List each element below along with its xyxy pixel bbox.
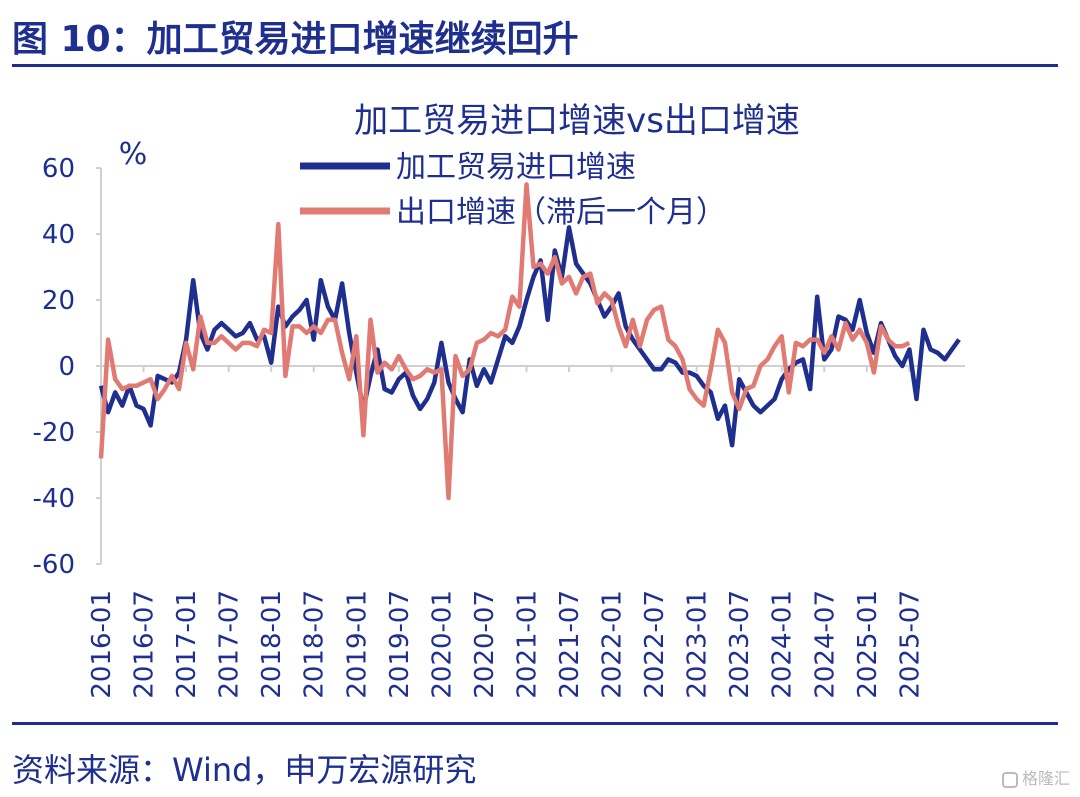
x-tick-label: 2018-01: [257, 590, 287, 699]
figure-title: 图 10：加工贸易进口增速继续回升: [12, 19, 579, 60]
x-tick-label: 2017-01: [172, 590, 202, 699]
x-tick-label: 2019-07: [385, 590, 415, 699]
series-line-processing-imports: [98, 225, 961, 448]
watermark: 格隆汇: [1001, 765, 1070, 789]
x-tick-label: 2019-01: [342, 590, 372, 699]
series-line-exports-lagged: [98, 182, 911, 501]
x-tick-label: 2020-01: [427, 590, 457, 699]
x-tick-label: 2023-01: [683, 590, 713, 699]
x-tick-label: 2025-07: [895, 590, 925, 699]
y-tick-label: 40: [42, 220, 75, 250]
legend: 加工贸易进口增速 出口增速（滞后一个月）: [300, 150, 726, 230]
x-tick-label: 2018-07: [300, 590, 330, 699]
watermark-text: 格隆汇: [1021, 769, 1070, 788]
y-unit-label: %: [119, 137, 148, 172]
watermark-logo-icon: [1001, 771, 1018, 788]
x-tick-label: 2016-01: [87, 590, 117, 699]
top-rule: [12, 64, 1058, 67]
legend-label-exports-lagged: 出口增速（滞后一个月）: [396, 195, 726, 230]
x-tick-label: 2024-01: [768, 590, 798, 699]
axes: 60 40 20 0 -20 -40 -60 2016-01 2016-07 2017-01 201…: [33, 154, 965, 699]
x-tick-label: 2022-07: [640, 590, 670, 699]
legend-label-processing-imports: 加工贸易进口增速: [396, 150, 636, 185]
series-layer: [98, 182, 961, 501]
y-tick-label: -20: [33, 418, 75, 448]
x-tick-label: 2020-07: [470, 590, 500, 699]
x-tick-label: 2024-07: [810, 590, 840, 699]
x-tick-label: 2017-07: [215, 590, 245, 699]
y-tick-label: -40: [33, 484, 75, 514]
x-tick-label: 2016-07: [130, 590, 160, 699]
source-note: 资料来源：Wind，申万宏源研究: [12, 751, 477, 789]
x-tick-label: 2023-07: [725, 590, 755, 699]
y-tick-label: 0: [58, 352, 75, 382]
x-tick-label: 2022-01: [598, 590, 628, 699]
x-tick-label: 2021-07: [555, 590, 585, 699]
chart-title: 加工贸易进口增速vs出口增速: [354, 101, 800, 141]
y-tick-label: 20: [42, 286, 75, 316]
x-tick-label: 2021-01: [512, 590, 542, 699]
y-tick-label: 60: [42, 154, 75, 184]
x-tick-label: 2025-01: [853, 590, 883, 699]
y-tick-label: -60: [33, 550, 75, 580]
bottom-rule: [12, 722, 1058, 725]
